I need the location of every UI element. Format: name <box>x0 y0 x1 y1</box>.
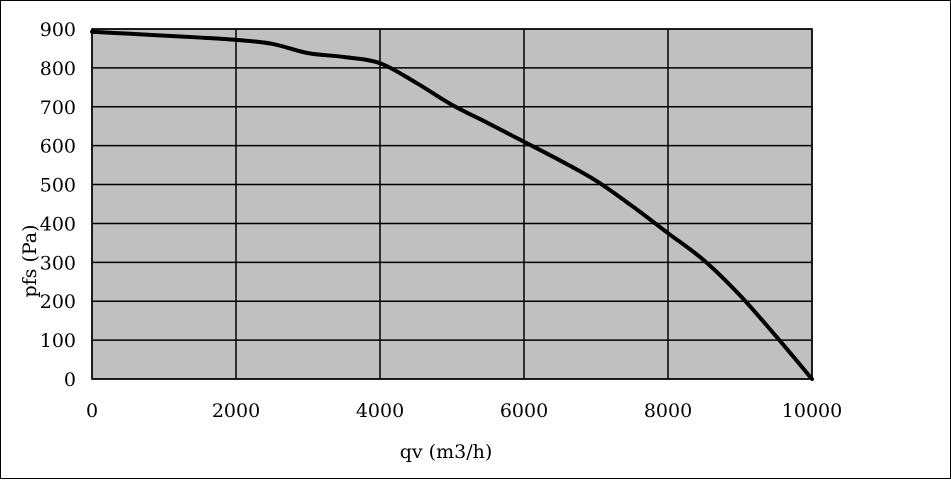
y-tick-label: 0 <box>64 369 76 391</box>
y-tick-label: 200 <box>40 291 76 313</box>
y-axis-title: pfs (Pa) <box>19 224 41 297</box>
plot-area <box>92 29 812 379</box>
y-tick-label: 500 <box>40 175 76 197</box>
y-tick-label: 400 <box>40 213 76 235</box>
y-tick-label: 800 <box>40 58 76 80</box>
x-axis-title: qv (m3/h) <box>400 441 493 463</box>
x-tick-labels: 0 2000 4000 6000 8000 10000 <box>86 400 842 422</box>
x-tick-label: 0 <box>86 400 98 422</box>
x-tick-label: 2000 <box>212 400 260 422</box>
y-tick-label: 900 <box>40 19 76 41</box>
x-tick-label: 8000 <box>644 400 692 422</box>
y-tick-label: 300 <box>40 252 76 274</box>
y-tick-label: 100 <box>40 330 76 352</box>
y-tick-labels: 0 100 200 300 400 500 600 700 800 900 <box>40 19 76 391</box>
y-tick-label: 600 <box>40 136 76 158</box>
x-tick-label: 4000 <box>356 400 404 422</box>
y-tick-label: 700 <box>40 97 76 119</box>
x-tick-label: 10000 <box>782 400 842 422</box>
x-tick-label: 6000 <box>500 400 548 422</box>
